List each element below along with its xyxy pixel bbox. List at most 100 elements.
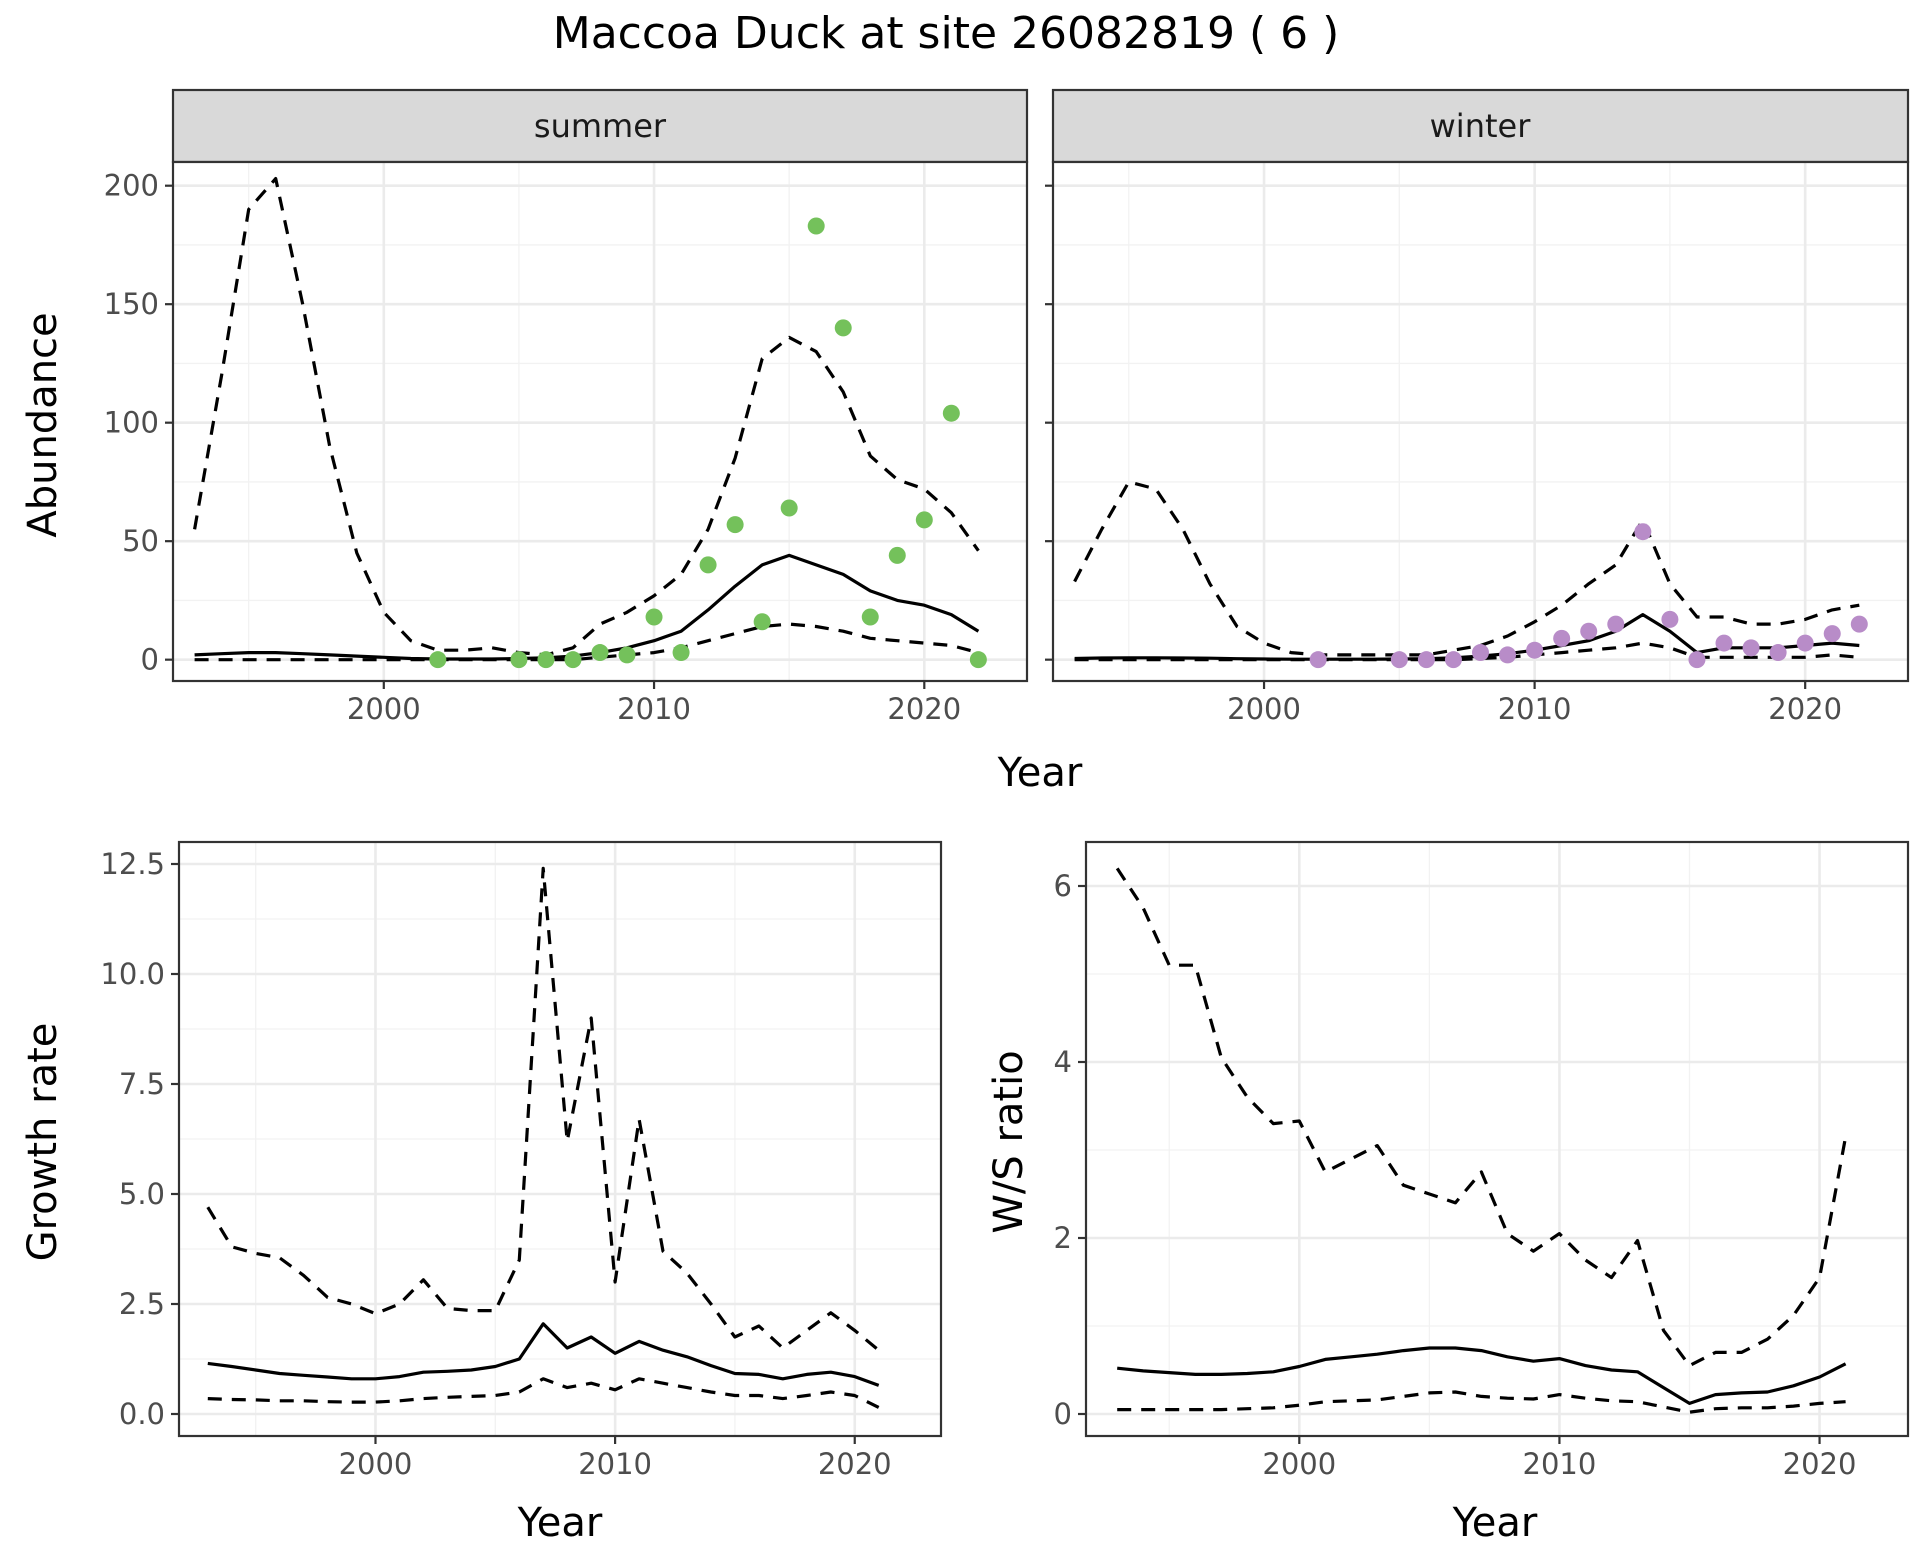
series-line-lower [207,1377,880,1409]
series-line-lower [1117,1390,1846,1414]
data-point [726,516,744,534]
y-tick-label: 12.5 [100,847,165,881]
ws-ratio-y-axis-title: W/S ratio [986,1050,1032,1233]
strip-summer [171,88,1029,164]
abundance-x-axis-title: Year [997,750,1083,796]
abundance-y-axis-title: Abundance [20,312,66,537]
series-line-mean [1117,1346,1847,1405]
plot-area-ws-ratio: 2000 2010 2020 0 2 4 6 [1054,840,1910,1481]
data-point [780,499,798,517]
data-point [1661,610,1679,628]
y-tick-label: 0 [1054,1397,1072,1431]
series-line-upper [193,177,980,657]
strip-winter [1051,88,1910,164]
data-point [645,608,663,626]
panel-background [1086,842,1908,1436]
data-point [1417,651,1435,669]
y-tick-label: 5.0 [119,1177,165,1211]
data-point [1769,644,1787,662]
y-tick-label: 4 [1054,1045,1072,1079]
series-line-mean [207,1322,880,1387]
x-tick-label: 2020 [1768,692,1842,726]
data-point [1607,615,1625,633]
abundance-panel-winter: winter 2000 2010 2020 [1045,88,1910,726]
data-point [1526,641,1544,659]
data-point [1850,615,1868,633]
y-tick-label: 7.5 [119,1067,165,1101]
data-point [1390,651,1408,669]
x-tick-label: 2020 [1783,1447,1857,1481]
series-line-upper [206,866,880,1352]
data-point [510,651,528,669]
y-tick-label: 50 [122,524,159,558]
data-point [1444,651,1462,669]
y-tick-label: 0 [141,643,159,677]
data-point [753,613,771,631]
y-tick-label: 2.5 [119,1287,165,1321]
data-point [1553,629,1571,647]
data-point [699,556,717,574]
x-tick-label: 2000 [339,1447,413,1481]
series-line-lower [1074,641,1860,662]
x-tick-label: 2020 [818,1447,892,1481]
y-tick-label: 10.0 [100,957,165,991]
y-tick-label: 100 [104,406,159,440]
data-point [915,511,933,529]
growth-rate-panel: 2000 2010 2020 0.0 2.5 5.0 7.5 10.0 12.5 Year Gr… [20,840,943,1546]
series-line-lower [194,622,979,662]
data-point [429,651,447,669]
x-tick-label: 2010 [617,692,691,726]
data-point [807,217,825,235]
data-point [672,644,690,662]
plot-area-summer: 2000 2010 2020 0 50 100 150 200 [104,160,1029,726]
data-point [969,651,987,669]
figure-title: Maccoa Duck at site 26082819 ( 6 ) [553,8,1340,59]
data-point [1715,634,1733,652]
panel-border [1051,160,1910,683]
strip-label-winter: winter [1430,107,1532,145]
x-tick-label: 2020 [887,692,961,726]
abundance-panel-summer: summer 2000 2010 2020 0 50 100 150 200 [104,88,1029,726]
data-point [1823,625,1841,643]
ws-ratio-panel: 2000 2010 2020 0 2 4 6 Year W/S ratio [986,840,1910,1546]
growth-rate-y-axis-title: Growth rate [20,1023,66,1262]
plot-area-winter: 2000 2010 2020 [1045,160,1910,726]
data-point [1309,651,1327,669]
x-tick-label: 2010 [578,1447,652,1481]
y-tick-label: 200 [104,169,159,203]
data-point [1499,646,1517,664]
x-tick-label: 2000 [1227,692,1301,726]
growth-rate-x-axis-title: Year [517,1500,603,1546]
panel-border [171,160,1029,683]
data-point [591,644,609,662]
data-point [834,319,852,337]
x-tick-label: 2000 [347,692,421,726]
y-tick-label: 150 [104,287,159,321]
y-tick-label: 0.0 [119,1397,165,1431]
data-point [1688,651,1706,669]
data-point [618,646,636,664]
data-point [1742,639,1760,657]
data-point [861,608,879,626]
data-point [564,651,582,669]
x-tick-label: 2000 [1262,1447,1336,1481]
data-point [942,404,960,422]
panel-border [177,840,943,1438]
data-point [1580,622,1598,640]
y-tick-label: 2 [1054,1221,1072,1255]
data-point [1634,523,1652,541]
series-line-upper [1115,867,1848,1368]
data-point [888,546,906,564]
strip-label-summer: summer [534,107,667,145]
series-line-upper [1073,480,1860,657]
x-tick-label: 2010 [1523,1447,1597,1481]
ws-ratio-x-axis-title: Year [1452,1500,1538,1546]
plot-area-growth-rate: 2000 2010 2020 0.0 2.5 5.0 7.5 10.0 12.5 [100,840,943,1481]
series-line-mean [194,553,980,661]
data-point [1472,644,1489,662]
panel-border [1084,840,1910,1438]
x-tick-label: 2010 [1498,692,1572,726]
y-tick-label: 6 [1054,869,1072,903]
data-point [1796,634,1814,652]
